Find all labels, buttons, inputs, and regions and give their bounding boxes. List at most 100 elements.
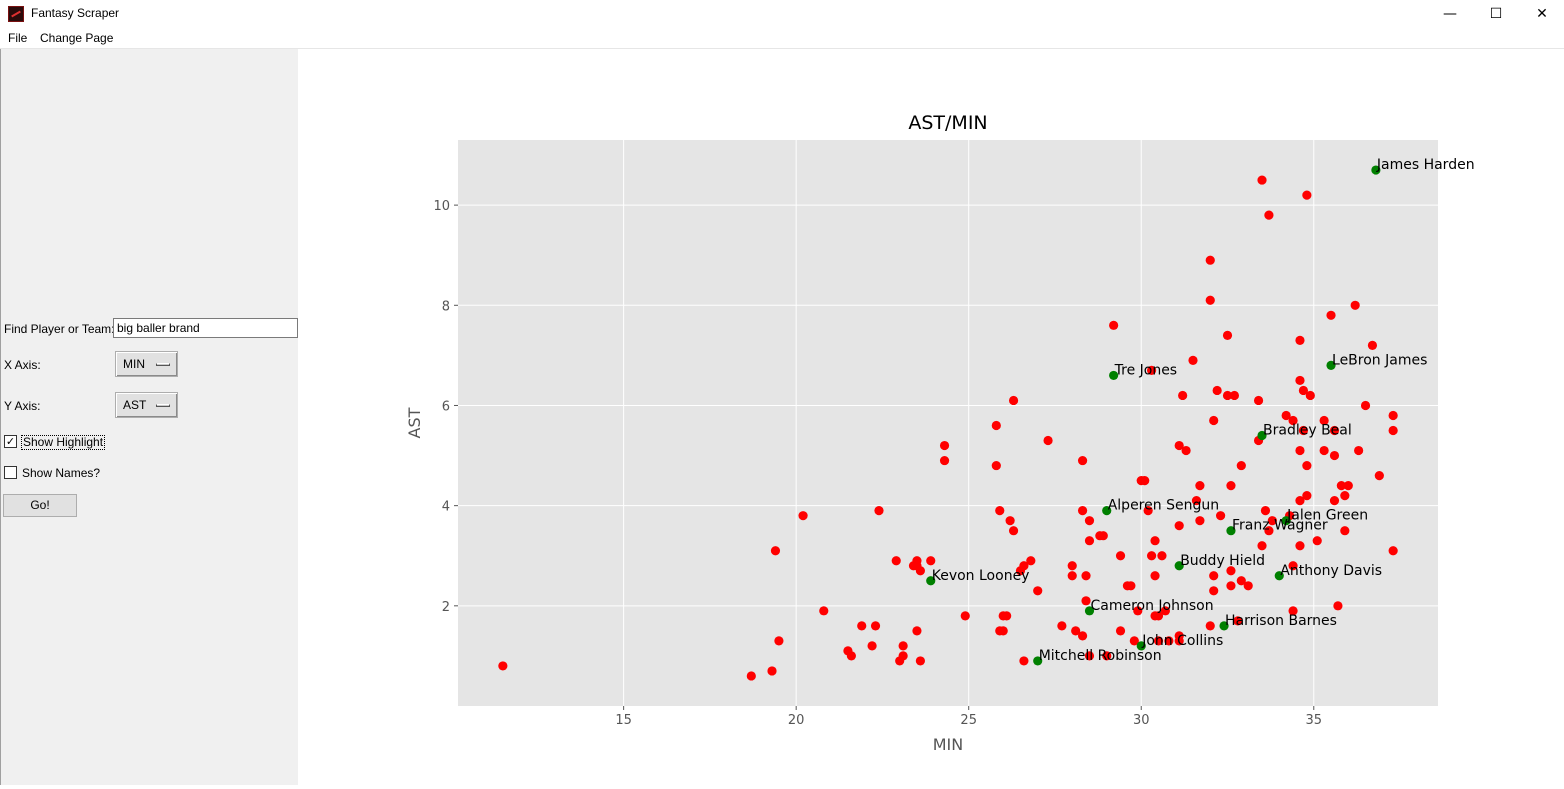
player-point xyxy=(1084,536,1095,546)
x-tick-label: 25 xyxy=(960,713,977,728)
player-point xyxy=(1229,390,1240,401)
player-point xyxy=(1319,445,1329,456)
player-point xyxy=(1160,606,1170,616)
player-point xyxy=(1008,526,1019,536)
close-button[interactable]: ✕ xyxy=(1536,6,1548,22)
player-point xyxy=(746,671,756,681)
player-point xyxy=(1195,516,1205,526)
y-tick-label: 4 xyxy=(442,500,450,515)
y-tick-label: 2 xyxy=(442,600,450,615)
highlighted-player-point xyxy=(1371,165,1381,175)
highlighted-player-point xyxy=(1174,561,1184,571)
x-tick-label: 35 xyxy=(1306,713,1323,728)
player-point xyxy=(891,556,901,566)
y-axis-select[interactable]: AST xyxy=(115,392,178,418)
player-point xyxy=(1216,511,1226,521)
player-point xyxy=(1333,601,1343,611)
player-point xyxy=(1267,516,1277,526)
player-point xyxy=(991,460,1001,471)
highlighted-player-point xyxy=(926,576,936,586)
show-names-checkbox[interactable] xyxy=(4,466,17,479)
player-point xyxy=(1150,571,1160,581)
player-point xyxy=(991,420,1001,431)
data-points xyxy=(498,165,1398,681)
player-point xyxy=(1146,365,1157,376)
player-point xyxy=(960,611,970,621)
search-input[interactable] xyxy=(113,318,298,338)
player-point xyxy=(867,641,877,651)
player-point xyxy=(1019,656,1029,666)
player-point xyxy=(1043,435,1053,446)
menu-change-page[interactable]: Change Page xyxy=(40,31,114,45)
player-point xyxy=(1264,526,1274,536)
player-point xyxy=(870,621,881,631)
player-point xyxy=(1350,300,1360,310)
x-tick-label: 20 xyxy=(788,713,805,728)
player-name-label: Jalen Green xyxy=(1286,508,1368,524)
player-point xyxy=(1133,606,1143,616)
player-point xyxy=(1388,425,1398,436)
x-axis-label: X Axis: xyxy=(4,358,41,372)
player-point xyxy=(1209,415,1219,426)
y-tick-label: 8 xyxy=(442,299,450,314)
player-point xyxy=(1146,551,1157,561)
player-point xyxy=(1340,491,1350,501)
dropdown-indicator-icon xyxy=(156,404,170,407)
player-name-label: Alperen Sengun xyxy=(1108,498,1219,514)
y-axis-title: AST xyxy=(405,407,424,438)
show-highlight-checkbox[interactable]: ✓ xyxy=(4,435,17,448)
find-label: Find Player or Team: xyxy=(4,322,115,336)
go-button[interactable]: Go! xyxy=(3,494,77,517)
player-point xyxy=(1233,616,1243,626)
player-point xyxy=(1226,481,1236,491)
x-axis-select[interactable]: MIN xyxy=(115,351,178,377)
player-point xyxy=(1336,481,1346,491)
y-tick-label: 6 xyxy=(442,399,450,414)
player-point xyxy=(1295,375,1305,386)
control-panel: Find Player or Team: X Axis: MIN Y Axis:… xyxy=(0,49,298,785)
player-point xyxy=(1140,476,1150,486)
title-bar: Fantasy Scraper — ☐ ✕ xyxy=(0,0,1564,28)
highlighted-player-point xyxy=(1033,656,1043,666)
menu-bar: File Change Page xyxy=(0,28,1564,49)
menu-file[interactable]: File xyxy=(8,31,28,45)
player-point xyxy=(1209,571,1219,581)
highlighted-player-point xyxy=(1326,360,1336,370)
player-point xyxy=(1071,626,1081,636)
player-point xyxy=(874,506,884,516)
player-point xyxy=(1367,340,1378,350)
player-point xyxy=(1319,415,1329,426)
maximize-button[interactable]: ☐ xyxy=(1489,6,1503,22)
player-point xyxy=(1115,551,1126,561)
player-name-label: Anthony Davis xyxy=(1280,563,1382,579)
player-point xyxy=(774,636,784,646)
player-name-label: LeBron James xyxy=(1332,352,1427,368)
player-point xyxy=(1236,460,1246,471)
player-point xyxy=(1084,516,1095,526)
player-name-label: Tre Jones xyxy=(1114,362,1177,378)
player-point xyxy=(1153,611,1164,621)
player-point xyxy=(1153,636,1164,646)
x-axis-value: MIN xyxy=(123,357,145,371)
player-point xyxy=(1081,596,1091,606)
player-point xyxy=(1174,521,1184,531)
player-point xyxy=(1178,390,1188,401)
player-point xyxy=(1008,395,1019,406)
show-highlight-label[interactable]: Show Highlight xyxy=(21,435,106,450)
player-point xyxy=(1295,445,1305,456)
minimize-button[interactable]: — xyxy=(1443,6,1457,22)
player-point xyxy=(1302,190,1312,200)
player-point xyxy=(1191,496,1202,506)
player-point xyxy=(1195,481,1205,491)
player-point xyxy=(1354,445,1364,456)
player-point xyxy=(1222,390,1233,401)
player-point xyxy=(1343,481,1353,491)
player-point xyxy=(857,621,867,631)
y-tick-label: 10 xyxy=(433,199,450,214)
show-names-label[interactable]: Show Names? xyxy=(22,466,101,480)
player-point xyxy=(1150,536,1160,546)
highlighted-player-point xyxy=(1084,606,1095,616)
y-axis-value: AST xyxy=(123,398,147,412)
player-point xyxy=(1164,636,1174,646)
chart-title: AST/MIN xyxy=(908,112,987,134)
